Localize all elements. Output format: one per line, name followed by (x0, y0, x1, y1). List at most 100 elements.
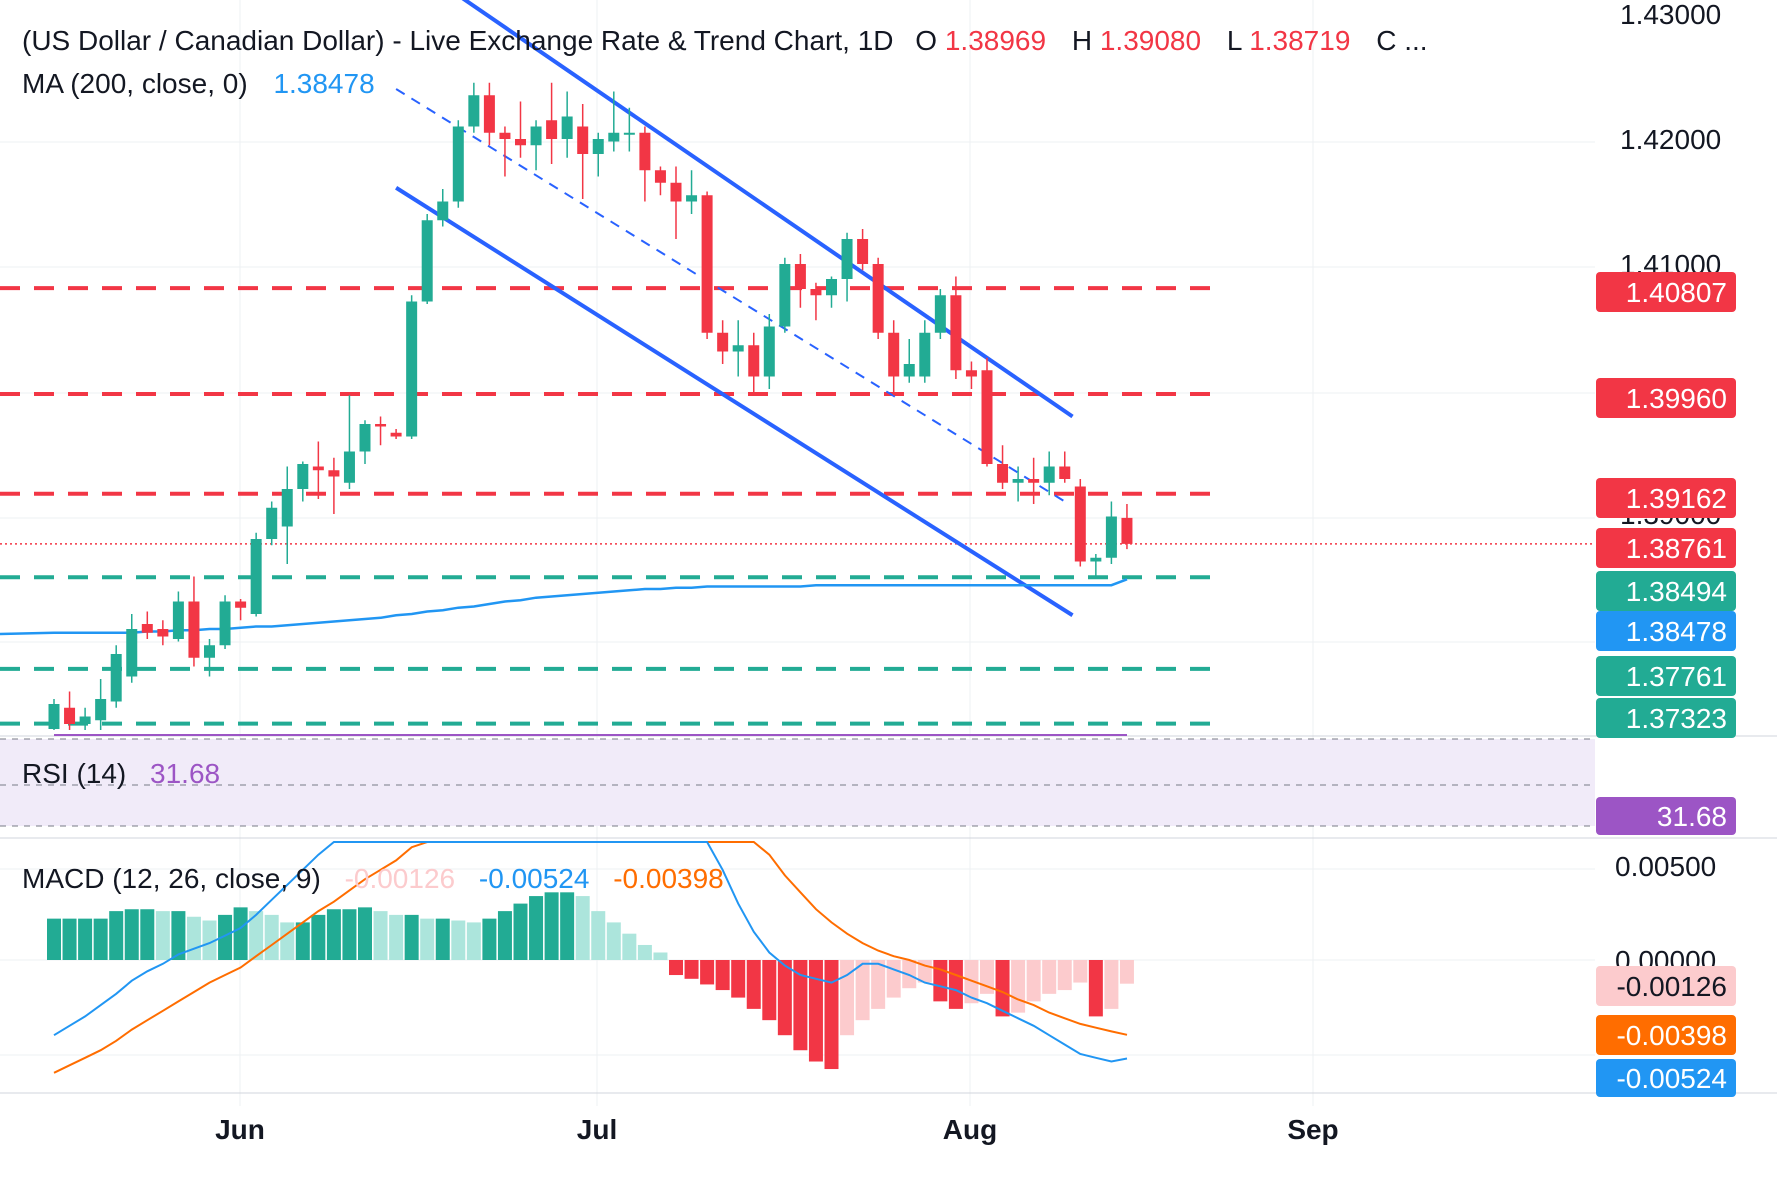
candle-body (530, 126, 542, 146)
candle (1105, 501, 1117, 564)
candle (281, 466, 293, 564)
candle-body (763, 326, 775, 377)
candle-body (794, 264, 806, 289)
candle-body (608, 132, 620, 142)
candle-body (172, 601, 184, 639)
macd-histogram-bar (840, 960, 855, 1036)
candle-body (1043, 466, 1055, 483)
candle (250, 532, 262, 617)
candle (857, 229, 869, 271)
price-tag-last: 1.38761 (1596, 528, 1736, 568)
macd-histogram-bar (1088, 960, 1103, 1017)
ohlc-high-value: 1.39080 (1100, 25, 1201, 56)
candle-body (981, 370, 993, 464)
macd-histogram-bar (560, 892, 575, 960)
macd-line (53, 841, 1128, 1063)
time-axis-tick: Sep (1287, 1114, 1338, 1145)
channel-upper-line (461, 0, 1074, 419)
macd-histogram-bar (420, 918, 435, 960)
candle-body (219, 601, 231, 646)
price-tag-ma-bg (1596, 611, 1736, 651)
candle-body (577, 126, 589, 154)
candle (95, 679, 107, 730)
candle (592, 132, 604, 177)
rsi-value: 31.68 (150, 758, 220, 789)
price-tag-support-text: 1.38494 (1626, 576, 1727, 607)
candle (1028, 457, 1040, 504)
rsi-band (0, 739, 1595, 826)
candle (732, 320, 744, 377)
price-tag-resistance-bg (1596, 272, 1736, 312)
macd-legend: MACD (12, 26, close, 9) -0.00126 -0.0052… (22, 863, 724, 894)
candle-body (515, 139, 526, 146)
candle-body (64, 707, 76, 724)
price-levels (0, 286, 1595, 726)
macd-histogram-bar (280, 922, 295, 960)
macd-histogram-bar (342, 909, 357, 960)
macd-histogram-bar (653, 952, 668, 960)
candle-body (1059, 466, 1071, 479)
candle-body (592, 139, 604, 154)
ohlc-low-value: 1.38719 (1249, 25, 1350, 56)
macd-histogram-bar (1042, 960, 1057, 994)
candle (670, 166, 682, 239)
candle (794, 254, 806, 308)
candle (172, 591, 184, 642)
macd-histogram-bar (886, 960, 901, 998)
candle (1121, 504, 1133, 550)
candle-body (297, 464, 309, 489)
ohlc-close-value: ... (1404, 25, 1427, 56)
candle (468, 82, 480, 133)
candle-body (919, 332, 931, 377)
rsi-value-tag-text: 31.68 (1657, 801, 1727, 832)
candle (1059, 451, 1071, 483)
price-tag-support: 1.38494 (1596, 571, 1736, 611)
candle (903, 339, 915, 383)
price-tag-support: 1.37761 (1596, 656, 1736, 696)
macd-histogram-bar (326, 909, 341, 960)
macd-histogram-bar (933, 960, 948, 1002)
candle-body (141, 624, 153, 633)
candle-body (1028, 479, 1040, 483)
candle (1012, 466, 1024, 502)
candle-body (126, 629, 138, 677)
macd-signal-value: -0.00398 (613, 863, 724, 894)
macd-histogram-bar (700, 960, 715, 985)
macd-hist-tag-bg (1596, 966, 1736, 1006)
time-axis-tick: Jun (215, 1114, 265, 1145)
candle (872, 257, 884, 339)
candle (888, 320, 900, 396)
candle-body (654, 170, 666, 183)
candle (608, 91, 620, 152)
candle-body (561, 116, 573, 139)
candle (406, 295, 418, 439)
macd-histogram-bar (637, 944, 652, 960)
candle-body (841, 239, 853, 279)
svg-text:MACD (12, 26, close, 9): MACD (12, 26, close, 9) -0.00126 -0.0052… (22, 863, 724, 894)
candle (219, 595, 231, 649)
svg-text:MA (200, close, 0) 1.3: MA (200, close, 0) 1.38478 (22, 68, 375, 99)
ma-label: MA (200, close, 0) (22, 68, 248, 99)
price-tag-resistance-text: 1.39162 (1626, 483, 1727, 514)
macd-histogram-bar (544, 892, 559, 960)
macd-histogram-bar (606, 922, 621, 960)
candle (623, 107, 635, 152)
candle (639, 126, 651, 202)
svg-text:(US Dollar / Canadian Dollar): (US Dollar / Canadian Dollar) - Live Exc… (22, 25, 1428, 56)
chart-title: (US Dollar / Canadian Dollar) - Live Exc… (22, 25, 894, 56)
rsi-value-tag-bg (1596, 797, 1736, 835)
macd-histogram-bar (109, 911, 124, 960)
macd-histogram-bar (715, 960, 730, 991)
macd-histogram-bar (622, 933, 637, 960)
macd-hist-tag-text: -0.00126 (1616, 971, 1727, 1002)
candle (359, 420, 371, 464)
candle-body (1105, 516, 1117, 558)
candle (686, 170, 698, 214)
candle-body (826, 279, 837, 296)
candle-body (1074, 486, 1086, 562)
candle-body (110, 654, 122, 702)
price-tag-last-text: 1.38761 (1626, 533, 1727, 564)
candle-body (452, 126, 464, 202)
candle (1074, 479, 1086, 567)
